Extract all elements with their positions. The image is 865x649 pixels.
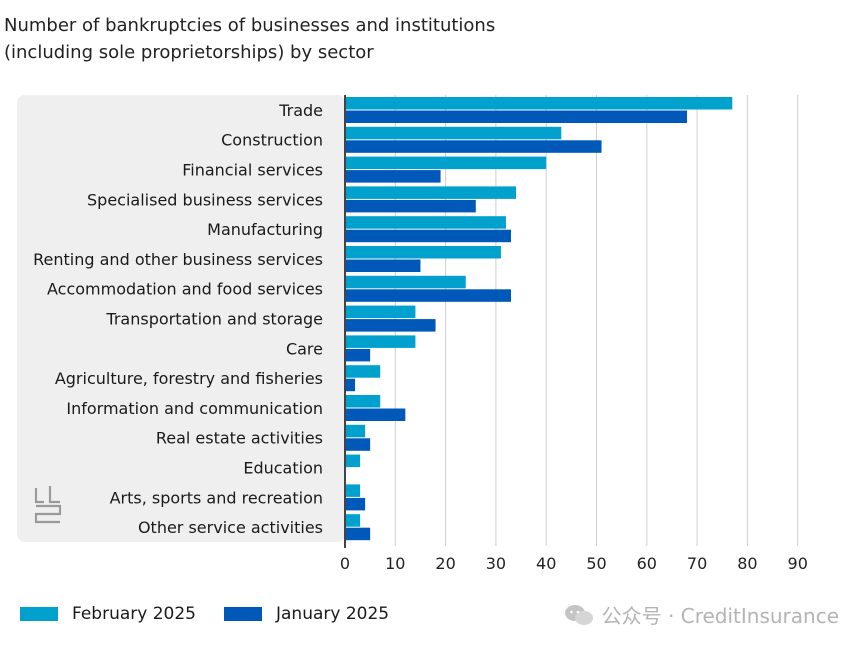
category-label: Specialised business services (87, 190, 323, 209)
bar-february (345, 246, 501, 259)
chart-title-line-2: (including sole proprietorships) by sect… (4, 42, 374, 63)
category-label: Trade (278, 101, 323, 120)
bar-february (345, 365, 381, 378)
bar-january (345, 289, 511, 302)
logo-stroke-1 (34, 504, 62, 524)
x-tick-label: 10 (385, 554, 405, 573)
category-label: Accommodation and food services (47, 280, 323, 299)
category-label: Information and communication (66, 399, 323, 418)
category-label: Arts, sports and recreation (110, 488, 323, 507)
legend: February 2025 January 2025 (20, 604, 417, 624)
chart-title: Number of bankruptcies of businesses and… (4, 12, 495, 66)
x-tick-label: 60 (637, 554, 657, 573)
legend-item-february: February 2025 (20, 604, 196, 624)
x-tick-label: 30 (486, 554, 506, 573)
bar-february (345, 484, 361, 497)
x-tick-label: 40 (536, 554, 556, 573)
watermark: 公众号 · CreditInsurance (564, 600, 839, 629)
category-label: Transportation and storage (105, 310, 323, 329)
bar-january (345, 259, 421, 272)
cbs-logo-icon (34, 486, 62, 524)
category-label: Manufacturing (207, 220, 323, 239)
bar-february (345, 97, 733, 110)
bar-february (345, 454, 361, 468)
bar-february (345, 424, 366, 438)
x-tick-label: 50 (586, 554, 606, 573)
bar-february (345, 156, 547, 170)
bar-january (345, 378, 356, 392)
category-label: Real estate activities (156, 429, 323, 448)
bar-february (345, 216, 506, 229)
legend-label-february: February 2025 (72, 604, 196, 624)
bar-january (345, 527, 371, 541)
bar-january (345, 408, 406, 421)
x-tick-label: 20 (435, 554, 455, 573)
bar-february (345, 186, 517, 199)
x-tick-label: 0 (340, 554, 350, 573)
bar-january (345, 199, 476, 213)
label-panel (17, 95, 345, 542)
category-label: Construction (221, 131, 323, 150)
bar-january (345, 170, 441, 183)
legend-label-january: January 2025 (276, 604, 390, 624)
bar-january (345, 497, 366, 511)
bar-january (345, 140, 602, 153)
chart-title-line-1: Number of bankruptcies of businesses and… (4, 15, 496, 36)
x-tick-label: 90 (788, 554, 808, 573)
bar-february (345, 514, 361, 527)
bar-february (345, 126, 562, 140)
category-label: Care (286, 339, 323, 358)
category-label: Other service activities (138, 518, 323, 537)
x-tick-label: 70 (687, 554, 707, 573)
bar-february (345, 275, 466, 289)
bar-february (345, 335, 416, 348)
legend-item-january: January 2025 (224, 604, 389, 624)
bar-january (345, 438, 371, 451)
category-label: Education (243, 459, 323, 478)
wechat-icon (564, 604, 593, 625)
category-label: Renting and other business services (33, 250, 323, 269)
bar-january (345, 229, 511, 243)
watermark-text: 公众号 · CreditInsurance (601, 604, 839, 628)
category-label: Agriculture, forestry and fisheries (55, 369, 323, 388)
bar-january (345, 348, 371, 362)
x-tick-label: 80 (737, 554, 757, 573)
legend-swatch-january (224, 607, 262, 621)
logo-stroke-0 (34, 486, 60, 504)
legend-swatch-february (20, 607, 58, 621)
bar-january (345, 319, 436, 332)
bar-january (345, 110, 688, 123)
bar-february (345, 305, 416, 319)
category-label: Financial services (182, 161, 323, 180)
bar-february (345, 395, 381, 408)
